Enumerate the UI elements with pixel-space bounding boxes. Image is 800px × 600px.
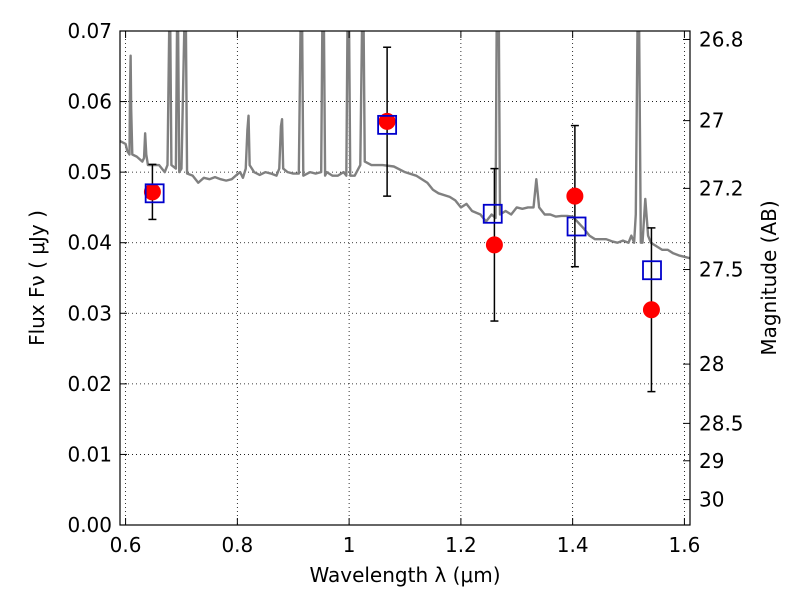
y-tick-label: 0.03 bbox=[67, 301, 112, 325]
observed-point bbox=[378, 112, 396, 130]
y2-tick-label: 30 bbox=[699, 488, 724, 512]
plot-area bbox=[120, 31, 690, 393]
y-tick-label: 0.01 bbox=[67, 442, 112, 466]
y-axis: 0.00 0.01 0.02 0.03 0.04 0.05 0.06 0.07 bbox=[67, 19, 127, 537]
y-axis-title: Flux Fν ( μJy ) bbox=[25, 210, 49, 346]
model-point bbox=[482, 203, 503, 224]
model-spectrum bbox=[120, 31, 690, 260]
y-tick-label: 0.06 bbox=[67, 90, 112, 114]
y2-tick-label: 27 bbox=[699, 109, 724, 133]
y2-axis-title: Magnitude (AB) bbox=[757, 200, 781, 355]
y2-tick-label: 28.5 bbox=[699, 411, 744, 435]
x-tick-label: 0.6 bbox=[110, 533, 142, 557]
y2-axis: 26.8 27 27.2 27.5 28 28.5 29 30 bbox=[683, 27, 744, 512]
data-markers bbox=[143, 112, 662, 319]
spectrum-line bbox=[120, 31, 690, 260]
observed-point bbox=[566, 187, 584, 205]
x-tick-label: 1.6 bbox=[669, 533, 701, 557]
x-tick-label: 0.8 bbox=[221, 533, 253, 557]
plot-frame bbox=[119, 30, 691, 526]
x-tick-label: 1 bbox=[343, 533, 356, 557]
y2-tick-label: 26.8 bbox=[699, 27, 744, 51]
y2-tick-label: 28 bbox=[699, 352, 724, 376]
x-axis-title: Wavelength λ (μm) bbox=[309, 563, 500, 587]
model-point bbox=[377, 114, 398, 135]
y-tick-label: 0.00 bbox=[67, 513, 112, 537]
observed-point bbox=[485, 236, 503, 254]
model-point bbox=[642, 260, 662, 281]
y2-tick-label: 29 bbox=[699, 449, 724, 473]
observed-point bbox=[143, 183, 161, 201]
y2-tick-label: 27.2 bbox=[699, 176, 744, 200]
model-point bbox=[144, 183, 165, 204]
observed-point bbox=[642, 301, 660, 319]
y-tick-label: 0.02 bbox=[67, 372, 112, 396]
x-tick-label: 1.2 bbox=[445, 533, 477, 557]
y2-tick-label: 27.5 bbox=[699, 258, 744, 282]
y-tick-label: 0.05 bbox=[67, 160, 112, 184]
y-tick-label: 0.04 bbox=[67, 231, 112, 255]
x-tick-label: 1.4 bbox=[557, 533, 589, 557]
x-axis: 0.6 0.8 1 1.2 1.4 1.6 bbox=[110, 31, 701, 557]
y-tick-label: 0.07 bbox=[67, 19, 112, 43]
model-point bbox=[566, 216, 587, 237]
